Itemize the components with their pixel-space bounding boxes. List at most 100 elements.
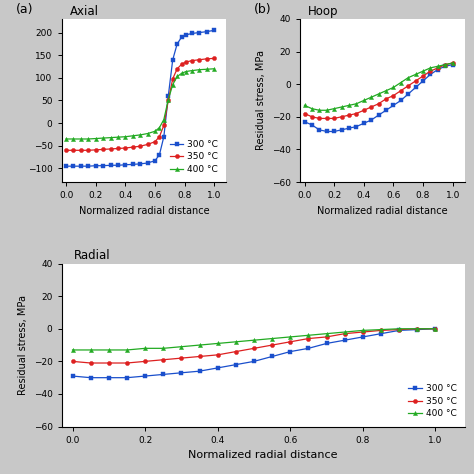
- 300 °C: [414, 327, 420, 332]
- 400 °C: [324, 331, 329, 337]
- 350 °C: [124, 360, 130, 366]
- 350 °C: [152, 139, 158, 145]
- 400 °C: [145, 131, 150, 137]
- 400 °C: [88, 347, 93, 353]
- 350 °C: [346, 112, 352, 118]
- X-axis label: Normalized radial distance: Normalized radial distance: [317, 206, 447, 216]
- 400 °C: [197, 342, 202, 348]
- 300 °C: [71, 164, 76, 169]
- 300 °C: [100, 163, 106, 169]
- 300 °C: [354, 124, 359, 129]
- 350 °C: [442, 62, 448, 67]
- 400 °C: [413, 72, 419, 77]
- 400 °C: [396, 326, 402, 332]
- 350 °C: [428, 68, 433, 74]
- 400 °C: [368, 94, 374, 100]
- 400 °C: [78, 136, 84, 142]
- 300 °C: [442, 64, 448, 69]
- 400 °C: [170, 82, 175, 88]
- 400 °C: [63, 136, 69, 142]
- 400 °C: [339, 104, 345, 110]
- 350 °C: [71, 147, 76, 153]
- 300 °C: [342, 337, 347, 343]
- 400 °C: [414, 326, 420, 332]
- 400 °C: [204, 66, 210, 72]
- 300 °C: [428, 72, 433, 77]
- 350 °C: [435, 65, 441, 71]
- 350 °C: [93, 147, 99, 153]
- 300 °C: [174, 41, 180, 47]
- 400 °C: [398, 80, 404, 85]
- 400 °C: [156, 125, 162, 130]
- 400 °C: [324, 108, 329, 113]
- Line: 300 °C: 300 °C: [302, 63, 455, 134]
- Line: 300 °C: 300 °C: [64, 28, 216, 168]
- Line: 350 °C: 350 °C: [71, 327, 438, 365]
- 350 °C: [204, 56, 210, 62]
- 300 °C: [115, 163, 121, 168]
- Text: (a): (a): [16, 3, 33, 16]
- 350 °C: [324, 334, 329, 340]
- 350 °C: [433, 326, 438, 332]
- 350 °C: [309, 114, 315, 119]
- 300 °C: [170, 57, 175, 63]
- 350 °C: [251, 346, 257, 351]
- 300 °C: [269, 354, 275, 359]
- 350 °C: [383, 96, 389, 102]
- 300 °C: [70, 373, 75, 379]
- 350 °C: [179, 62, 184, 67]
- 350 °C: [287, 339, 293, 345]
- 300 °C: [204, 29, 210, 35]
- Text: Radial: Radial: [74, 249, 110, 263]
- 350 °C: [145, 142, 150, 147]
- 300 °C: [88, 375, 93, 381]
- 350 °C: [137, 144, 143, 149]
- 350 °C: [376, 101, 382, 107]
- 400 °C: [142, 346, 148, 351]
- 400 °C: [165, 97, 171, 102]
- Text: Axial: Axial: [70, 5, 99, 18]
- 300 °C: [137, 161, 143, 167]
- 350 °C: [360, 329, 366, 335]
- 400 °C: [130, 133, 136, 139]
- 400 °C: [179, 344, 184, 349]
- 350 °C: [197, 354, 202, 359]
- 400 °C: [161, 117, 167, 122]
- 300 °C: [391, 102, 396, 108]
- 300 °C: [156, 152, 162, 158]
- 300 °C: [324, 128, 329, 134]
- 400 °C: [85, 136, 91, 142]
- 300 °C: [339, 127, 345, 133]
- 400 °C: [137, 132, 143, 138]
- 350 °C: [156, 134, 162, 139]
- 350 °C: [70, 358, 75, 364]
- 400 °C: [269, 336, 275, 341]
- Legend: 300 °C, 350 °C, 400 °C: 300 °C, 350 °C, 400 °C: [405, 381, 460, 422]
- 350 °C: [189, 58, 195, 64]
- 350 °C: [165, 98, 171, 103]
- 400 °C: [391, 84, 396, 90]
- 350 °C: [78, 147, 84, 153]
- 300 °C: [183, 32, 189, 37]
- Text: Hoop: Hoop: [308, 5, 339, 18]
- 300 °C: [197, 30, 202, 36]
- 400 °C: [160, 346, 166, 351]
- 400 °C: [108, 135, 113, 140]
- 300 °C: [331, 128, 337, 134]
- Y-axis label: Residual stress, MPa: Residual stress, MPa: [256, 51, 266, 150]
- 350 °C: [170, 76, 175, 82]
- 350 °C: [378, 328, 384, 333]
- 300 °C: [93, 163, 99, 169]
- 350 °C: [160, 357, 166, 363]
- 300 °C: [413, 84, 419, 90]
- Line: 300 °C: 300 °C: [71, 327, 438, 380]
- 400 °C: [317, 108, 322, 113]
- 400 °C: [174, 73, 180, 79]
- 350 °C: [420, 73, 426, 79]
- 300 °C: [179, 34, 184, 40]
- 350 °C: [142, 358, 148, 364]
- 350 °C: [63, 147, 69, 153]
- 400 °C: [306, 332, 311, 338]
- 400 °C: [179, 71, 184, 76]
- 350 °C: [100, 146, 106, 152]
